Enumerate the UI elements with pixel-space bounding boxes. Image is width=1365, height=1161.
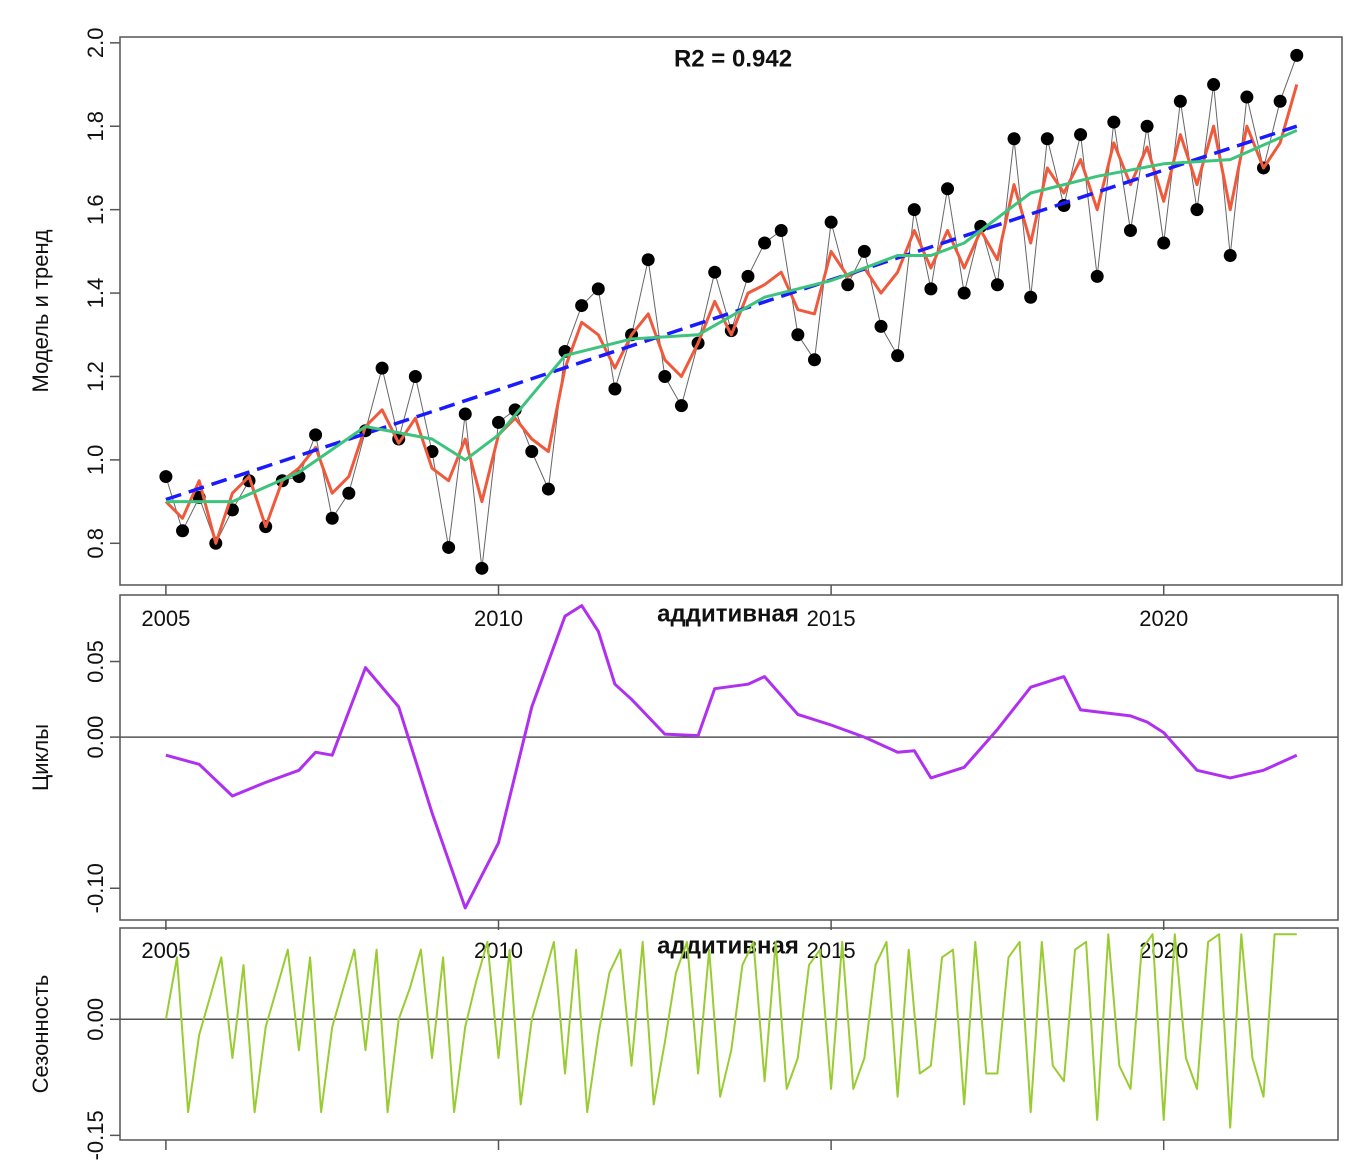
data-point — [1107, 115, 1121, 129]
y-tick-label: 0.00 — [83, 716, 108, 759]
data-point — [990, 278, 1004, 292]
data-point — [957, 286, 971, 300]
data-point — [342, 486, 356, 500]
data-point — [442, 540, 456, 554]
y-tick-label: 2.0 — [83, 28, 108, 59]
series-line — [164, 933, 1297, 1129]
data-point — [758, 236, 772, 250]
y-tick-label: 1.6 — [83, 194, 108, 225]
data-point — [1190, 203, 1204, 217]
data-point — [1024, 290, 1038, 304]
y-tick-label: 1.2 — [83, 361, 108, 392]
y-tick-label: 0.8 — [83, 528, 108, 559]
y-tick-label: 0.05 — [83, 640, 108, 683]
series-line — [165, 604, 1298, 910]
y-tick-label: -0.15 — [83, 1110, 108, 1160]
series-line — [165, 129, 1298, 504]
x-tick-label: 2005 — [141, 606, 190, 631]
x-tick-label: 2015 — [807, 606, 856, 631]
panel-title: аддитивная — [657, 600, 799, 627]
data-point — [1040, 132, 1054, 146]
annotation: R2 = 0.942 — [674, 45, 792, 72]
panel-frame — [119, 594, 1339, 921]
data-point — [541, 482, 555, 496]
data-point — [1007, 132, 1021, 146]
data-point — [807, 353, 821, 367]
x-tick-label: 2005 — [141, 938, 190, 963]
trend-line — [165, 124, 1298, 502]
x-tick-label: 2010 — [474, 606, 523, 631]
data-point — [525, 445, 539, 459]
data-point — [708, 265, 722, 279]
data-point — [774, 224, 788, 238]
data-point — [325, 511, 339, 525]
data-point — [924, 282, 938, 296]
data-point — [874, 319, 888, 333]
data-point — [1157, 236, 1171, 250]
data-point — [941, 182, 955, 196]
data-point — [1207, 78, 1221, 92]
data-point — [176, 524, 190, 538]
data-point — [791, 328, 805, 342]
data-point — [458, 407, 472, 421]
data-point — [1240, 90, 1254, 104]
data-point — [891, 349, 905, 363]
data-point — [824, 215, 838, 229]
data-point — [641, 253, 655, 267]
data-point — [608, 382, 622, 396]
data-point — [159, 470, 173, 484]
data-point — [1223, 249, 1237, 263]
y-axis-label: Циклы — [28, 724, 53, 791]
panel-frame — [119, 927, 1339, 1141]
data-point — [492, 415, 506, 429]
y-axis-label: Модель и тренд — [28, 229, 53, 392]
data-point — [741, 269, 755, 283]
data-point — [591, 282, 605, 296]
data-point — [1173, 94, 1187, 108]
data-point — [907, 203, 921, 217]
data-point — [309, 428, 323, 442]
x-tick-label: 2010 — [474, 938, 523, 963]
data-point — [1273, 94, 1287, 108]
x-tick-label: 2020 — [1139, 606, 1188, 631]
data-point — [475, 561, 489, 575]
data-point — [1123, 224, 1137, 238]
y-tick-label: 1.8 — [83, 111, 108, 142]
y-axis-label: Сезонность — [28, 975, 53, 1094]
data-point — [1140, 119, 1154, 133]
y-tick-label: -0.10 — [83, 863, 108, 913]
data-point — [857, 244, 871, 258]
y-tick-label: 1.0 — [83, 445, 108, 476]
data-point — [375, 361, 389, 375]
y-tick-label: 1.4 — [83, 278, 108, 309]
panel-frame — [119, 36, 1343, 586]
data-point — [841, 278, 855, 292]
data-point — [575, 299, 589, 313]
data-point — [1290, 48, 1304, 62]
data-point — [1090, 269, 1104, 283]
series-line — [164, 84, 1299, 545]
data-point — [658, 369, 672, 383]
data-point — [674, 399, 688, 413]
y-tick-label: 0.00 — [83, 998, 108, 1041]
data-point — [408, 369, 422, 383]
data-point — [1074, 128, 1088, 142]
